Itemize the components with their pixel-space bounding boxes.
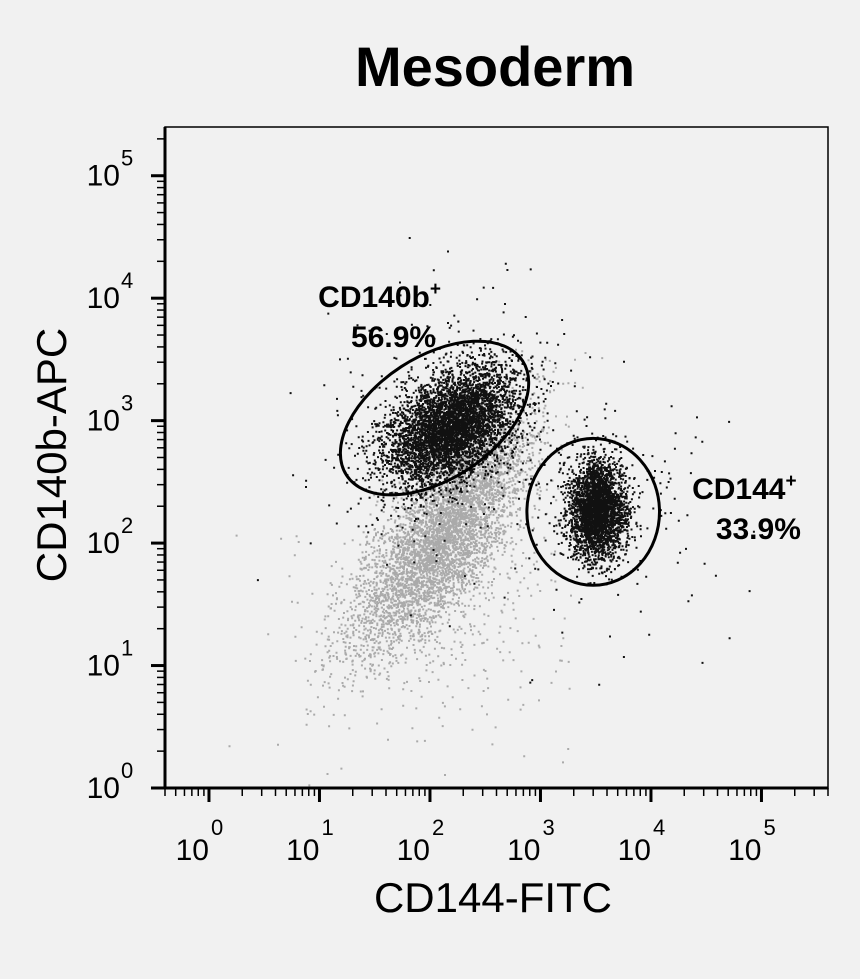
y-tick-label: 10 [87, 772, 120, 805]
x-tick-exponent: 1 [321, 815, 333, 840]
y-tick-label: 10 [87, 405, 120, 438]
x-tick-label: 10 [176, 834, 209, 867]
population-points [228, 348, 608, 787]
y-tick-label: 10 [87, 160, 120, 193]
population-1 [256, 237, 625, 628]
x-tick-label: 10 [618, 834, 651, 867]
x-tick-label: 10 [286, 834, 319, 867]
data-points [228, 237, 755, 787]
y-tick-exponent: 3 [121, 391, 133, 416]
x-tick-exponent: 5 [763, 815, 775, 840]
y-tick-label: 10 [87, 282, 120, 315]
y-tick-exponent: 0 [121, 758, 133, 783]
gate-ellipse-cd144 [525, 436, 661, 587]
x-tick-exponent: 2 [432, 815, 444, 840]
gate-percent-cd140b: 56.9% [351, 321, 436, 354]
y-tick-exponent: 4 [121, 268, 133, 293]
gates: CD140b+ 56.9% CD144+ 33.9% [318, 279, 801, 587]
gate-ellipse-cd140b [338, 339, 531, 497]
y-axis-label: CD140b-APC [28, 328, 75, 582]
population-2 [469, 346, 755, 686]
x-tick-label: 10 [397, 834, 430, 867]
y-tick-label: 10 [87, 650, 120, 683]
x-tick-exponent: 0 [211, 815, 223, 840]
gate-label-cd144: CD144+ [692, 471, 797, 506]
y-tick-exponent: 5 [121, 146, 133, 171]
gate-percent-cd144: 33.9% [716, 513, 801, 546]
chart-title: Mesoderm [355, 35, 635, 98]
x-tick-exponent: 3 [542, 815, 554, 840]
y-tick-exponent: 2 [121, 513, 133, 538]
population-points [256, 237, 625, 628]
population-0 [228, 348, 608, 787]
x-tick-label: 10 [728, 834, 761, 867]
population-points [469, 346, 755, 686]
y-tick-label: 10 [87, 527, 120, 560]
x-axis-label: CD144-FITC [374, 874, 612, 921]
gate-label-cd140b: CD140b+ [318, 279, 441, 314]
x-tick-exponent: 4 [653, 815, 665, 840]
y-tick-exponent: 1 [121, 636, 133, 661]
x-tick-label: 10 [507, 834, 540, 867]
